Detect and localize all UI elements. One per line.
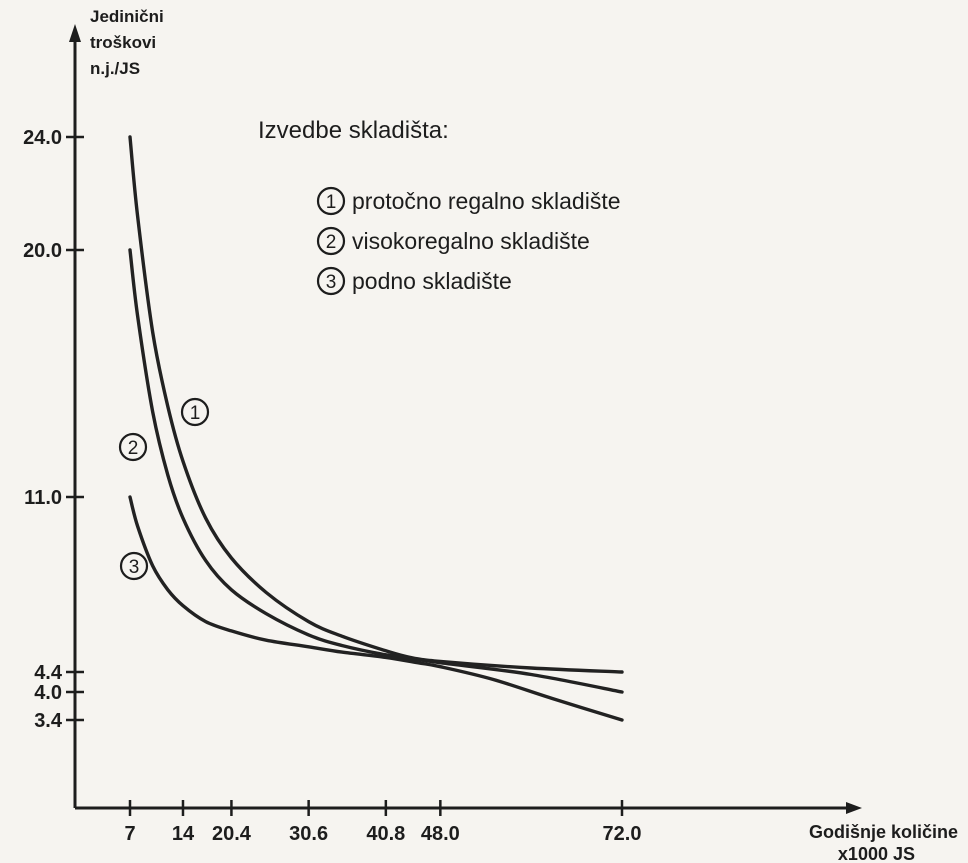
y-axis-label-line-2: troškovi (90, 33, 156, 52)
x-tick-label-6: 72.0 (603, 823, 642, 845)
y-tick-label-4: 20.0 (23, 240, 62, 262)
legend-item-3: 3 podno skladište (316, 266, 512, 296)
y-tick-label-1: 4.0 (34, 682, 62, 704)
curve-marker-1 (180, 397, 210, 427)
curve-marker-3 (119, 551, 149, 581)
legend-label-2: visokoregalno skladište (352, 228, 590, 254)
curve-marker-1-number: 1 (190, 403, 201, 424)
legend-marker-3 (316, 266, 346, 296)
curve-marker-3-number: 3 (129, 557, 140, 578)
series-curves (128, 135, 624, 722)
x-tick-label-2: 20.4 (212, 823, 252, 845)
series-line-3 (128, 495, 624, 722)
legend: 1 protočno regalno skladište 2 visokoreg… (316, 186, 621, 296)
x-tick-label-3: 30.6 (289, 823, 328, 845)
legend-item-1: 1 protočno regalno skladište (316, 186, 621, 216)
y-axis-label-line-1: Jedinični (90, 7, 164, 26)
x-axis-label-line-1: Godišnje količine (809, 822, 958, 842)
y-ticks: 3.4 4.04.4 11.0 20.0 24.0 (23, 127, 84, 732)
y-tick-label-2: 4.4 (34, 662, 63, 684)
x-axis-arrow (846, 802, 862, 814)
series-line-2 (128, 248, 624, 694)
legend-label-1: protočno regalno skladište (352, 188, 621, 214)
x-tick-label-5: 48.0 (421, 823, 460, 845)
series-markers: 1 2 3 (118, 397, 210, 581)
x-ticks: 7 14 20.4 30.6 40.8 48.0 72.0 (124, 800, 641, 845)
legend-marker-2 (316, 226, 346, 256)
x-axis-label-line-2: x1000 JS (838, 844, 915, 863)
y-tick-label-0: 3.4 (34, 710, 63, 732)
legend-label-3: podno skladište (352, 268, 512, 294)
y-tick-label-3: 11.0 (24, 487, 62, 509)
x-tick-label-4: 40.8 (366, 823, 405, 845)
curve-marker-2-number: 2 (128, 438, 139, 459)
legend-title: Izvedbe skladišta: (258, 117, 449, 144)
legend-marker-3-number: 3 (326, 272, 337, 293)
y-axis-label-line-3: n.j./JS (90, 59, 140, 78)
legend-marker-1 (316, 186, 346, 216)
legend-marker-1-number: 1 (326, 192, 337, 213)
x-tick-label-1: 14 (172, 823, 195, 845)
legend-item-2: 2 visokoregalno skladište (316, 226, 590, 256)
y-axis-arrow (69, 24, 81, 42)
x-tick-label-0: 7 (124, 823, 135, 845)
series-line-1 (128, 135, 624, 674)
y-tick-label-5: 24.0 (23, 127, 62, 149)
curve-marker-2 (118, 432, 148, 462)
legend-marker-2-number: 2 (326, 232, 337, 253)
